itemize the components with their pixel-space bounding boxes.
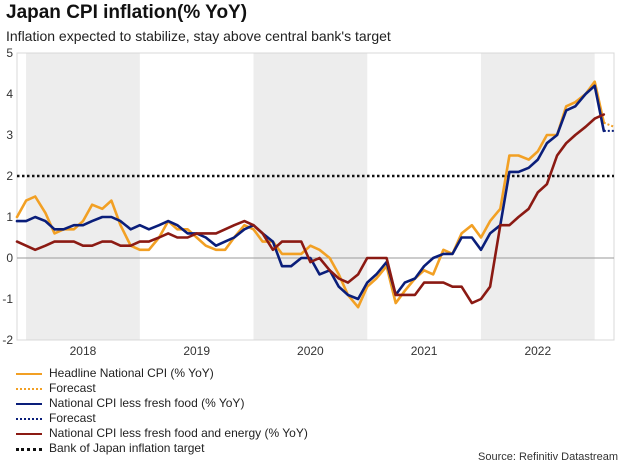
legend-swatch-target xyxy=(16,448,42,451)
legend-item-target: Bank of Japan inflation target xyxy=(16,441,416,456)
chart-title: Japan CPI inflation(% YoY) xyxy=(6,2,248,23)
y-tick-label: 1 xyxy=(6,210,13,224)
x-tick-label-2022: 2022 xyxy=(524,344,551,358)
y-tick-label: 2 xyxy=(6,169,13,183)
x-tick-label-2020: 2020 xyxy=(297,344,324,358)
legend-swatch-core xyxy=(16,403,42,405)
legend-swatch-core-core xyxy=(16,433,42,435)
legend-label-core: National CPI less fresh food (% YoY) xyxy=(49,396,245,410)
legend-label-core-forecast: Forecast xyxy=(49,411,96,425)
legend-swatch-headline-forecast xyxy=(16,388,42,390)
legend-item-core-core: National CPI less fresh food and energy … xyxy=(16,426,416,441)
year-shade-2020 xyxy=(253,53,368,340)
y-tick-label: -2 xyxy=(2,333,13,347)
core-core-cpi-line xyxy=(15,113,606,305)
core-cpi-line xyxy=(15,84,606,301)
y-tick-label: 4 xyxy=(6,87,13,101)
year-shade-2022 xyxy=(480,53,595,340)
x-tick-label-2019: 2019 xyxy=(183,344,210,358)
legend: Headline National CPI (% YoY) Forecast N… xyxy=(16,366,416,456)
chart-subtitle: Inflation expected to stabilize, stay ab… xyxy=(6,28,391,44)
headline-cpi-forecast xyxy=(603,121,615,128)
legend-swatch-core-forecast xyxy=(16,418,42,420)
legend-label-headline: Headline National CPI (% YoY) xyxy=(49,366,214,380)
legend-item-headline: Headline National CPI (% YoY) xyxy=(16,366,416,381)
y-tick-label: 5 xyxy=(6,46,13,60)
year-shade-2018 xyxy=(26,53,140,340)
y-tick-label: 3 xyxy=(6,128,13,142)
legend-label-core-core: National CPI less fresh food and energy … xyxy=(49,426,308,440)
legend-swatch-headline xyxy=(16,373,42,375)
legend-item-headline-forecast: Forecast xyxy=(16,381,416,396)
legend-label-headline-forecast: Forecast xyxy=(49,381,96,395)
legend-item-core-forecast: Forecast xyxy=(16,411,416,426)
x-tick-label-2018: 2018 xyxy=(70,344,97,358)
y-tick-label: 0 xyxy=(6,251,13,265)
x-tick-label-2021: 2021 xyxy=(411,344,438,358)
headline-cpi-line xyxy=(15,80,606,309)
source-note: Source: Refinitiv Datastream xyxy=(478,451,618,463)
y-tick-label: -1 xyxy=(2,292,13,306)
chart-svg: -2 -1 0 1 2 3 4 5 2018 2019 2020 2021 2022 xyxy=(2,46,615,358)
legend-item-core: National CPI less fresh food (% YoY) xyxy=(16,396,416,411)
plot-frame xyxy=(16,52,615,341)
legend-label-target: Bank of Japan inflation target xyxy=(49,441,205,455)
